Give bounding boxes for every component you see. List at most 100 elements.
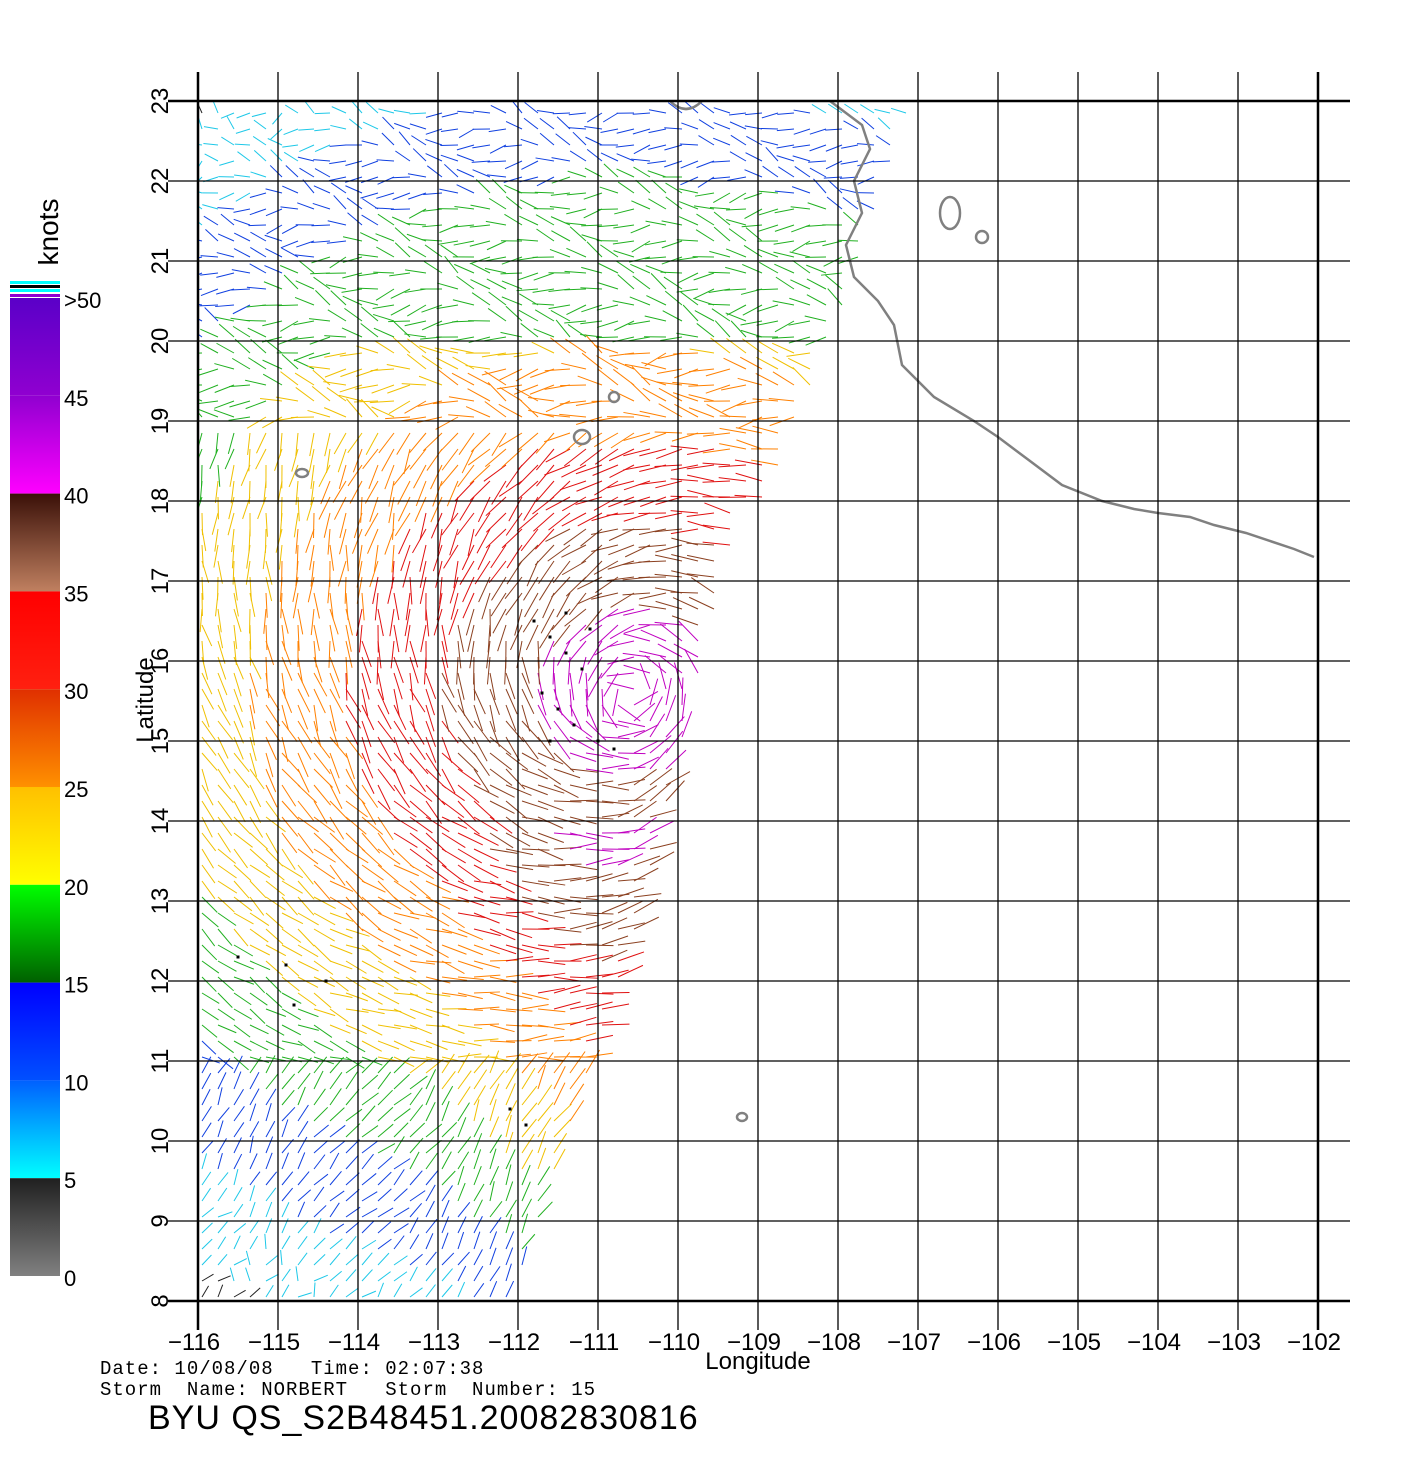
wind-vector [441,864,465,883]
wind-vector [231,357,251,370]
wind-vector [314,128,331,132]
storm-info-line: Storm Name: NORBERT Storm Number: 15 [100,1379,597,1401]
longitude-tick-label: −112 [488,1329,540,1356]
colorbar-segment [10,395,60,494]
wind-vector [632,112,651,115]
wind-vector [425,1085,436,1106]
wind-vector [201,1040,217,1055]
wind-vector [329,1072,343,1090]
wind-vector [521,160,539,170]
wind-vector [790,279,811,290]
wind-vector [388,400,411,415]
wind-vector [489,1050,500,1074]
colorbar-segment [10,591,60,690]
wind-vector [489,720,500,747]
wind-vector [297,1152,306,1170]
wind-vector [505,688,518,715]
wind-vector [281,800,300,821]
wind-vector [505,1199,517,1218]
wind-vector [609,464,635,478]
wind-vector [651,179,667,194]
wind-vector [440,144,459,147]
wind-vector [548,512,571,531]
wind-vector [473,1099,480,1122]
wind-vector [330,182,347,194]
wind-vector [251,112,267,118]
wind-vector [246,416,267,429]
wind-vector [489,1165,500,1186]
wind-vector [648,198,667,210]
wind-vector [393,960,417,973]
wind-vector [569,976,598,979]
wind-vector [409,1059,429,1074]
wind-vector [473,1149,482,1170]
wind-vector [203,215,219,226]
wind-vector [217,1072,227,1090]
wind-vector [441,880,468,892]
wind-vector [484,448,507,468]
wind-vector [453,224,475,228]
wind-vector [345,1221,360,1234]
wind-vector [490,104,507,114]
wind-vector [441,752,463,772]
wind-vector [201,1222,213,1234]
wind-vector [200,328,219,338]
wind-vector [454,206,475,210]
wind-vector [246,286,267,290]
wind-vector [469,640,475,669]
wind-vector [297,960,319,972]
wind-vector [861,117,875,130]
wind-vector [521,1233,536,1250]
wind-vector [467,448,491,466]
wind-vector [633,702,656,722]
wind-vector [470,262,491,274]
wind-vector [600,244,619,258]
wind-vector [698,119,715,130]
wind-vector [441,1100,450,1122]
wind-vector [361,944,382,961]
wind-vector [537,880,566,886]
wind-vector [760,140,779,146]
wind-vector [435,416,459,430]
wind-vector [313,928,335,942]
wind-vector [606,512,635,516]
wind-vector [610,432,635,449]
wind-vector [345,960,367,974]
wind-vector [292,336,315,340]
wind-vector [249,672,258,697]
wind-vector [617,922,645,930]
wind-vector [377,1207,394,1218]
wind-vector [345,1154,359,1170]
wind-vector [590,528,619,535]
wind-vector [265,880,285,896]
wind-vector [249,1040,269,1051]
wind-vector [686,542,715,546]
wind-vector [638,528,667,535]
wind-vector [249,192,267,198]
wind-vector [441,1040,466,1046]
latitude-tick-label: 16 [147,648,174,675]
wind-vector [505,816,529,834]
wind-vector [746,135,763,146]
wind-vector [233,816,251,835]
wind-vector [521,944,549,952]
rain-flag-marker [572,723,576,727]
wind-vector [537,1008,566,1013]
wind-vector [313,185,331,194]
colorbar-tick-label: >50 [64,288,101,313]
wind-vector [201,736,217,756]
wind-vector [393,896,415,915]
wind-vector [200,272,219,276]
wind-vector [710,176,731,180]
wind-vector [201,1207,215,1218]
wind-vector [638,576,667,579]
wind-vector [761,112,779,119]
wind-vector [233,1008,253,1020]
wind-vector [281,1024,302,1036]
wind-vector [229,1267,235,1282]
wind-vector [537,1117,552,1138]
wind-vector [313,592,320,619]
wind-vector [402,560,411,588]
colorbar-segment [10,493,60,592]
wind-vector [313,912,336,926]
